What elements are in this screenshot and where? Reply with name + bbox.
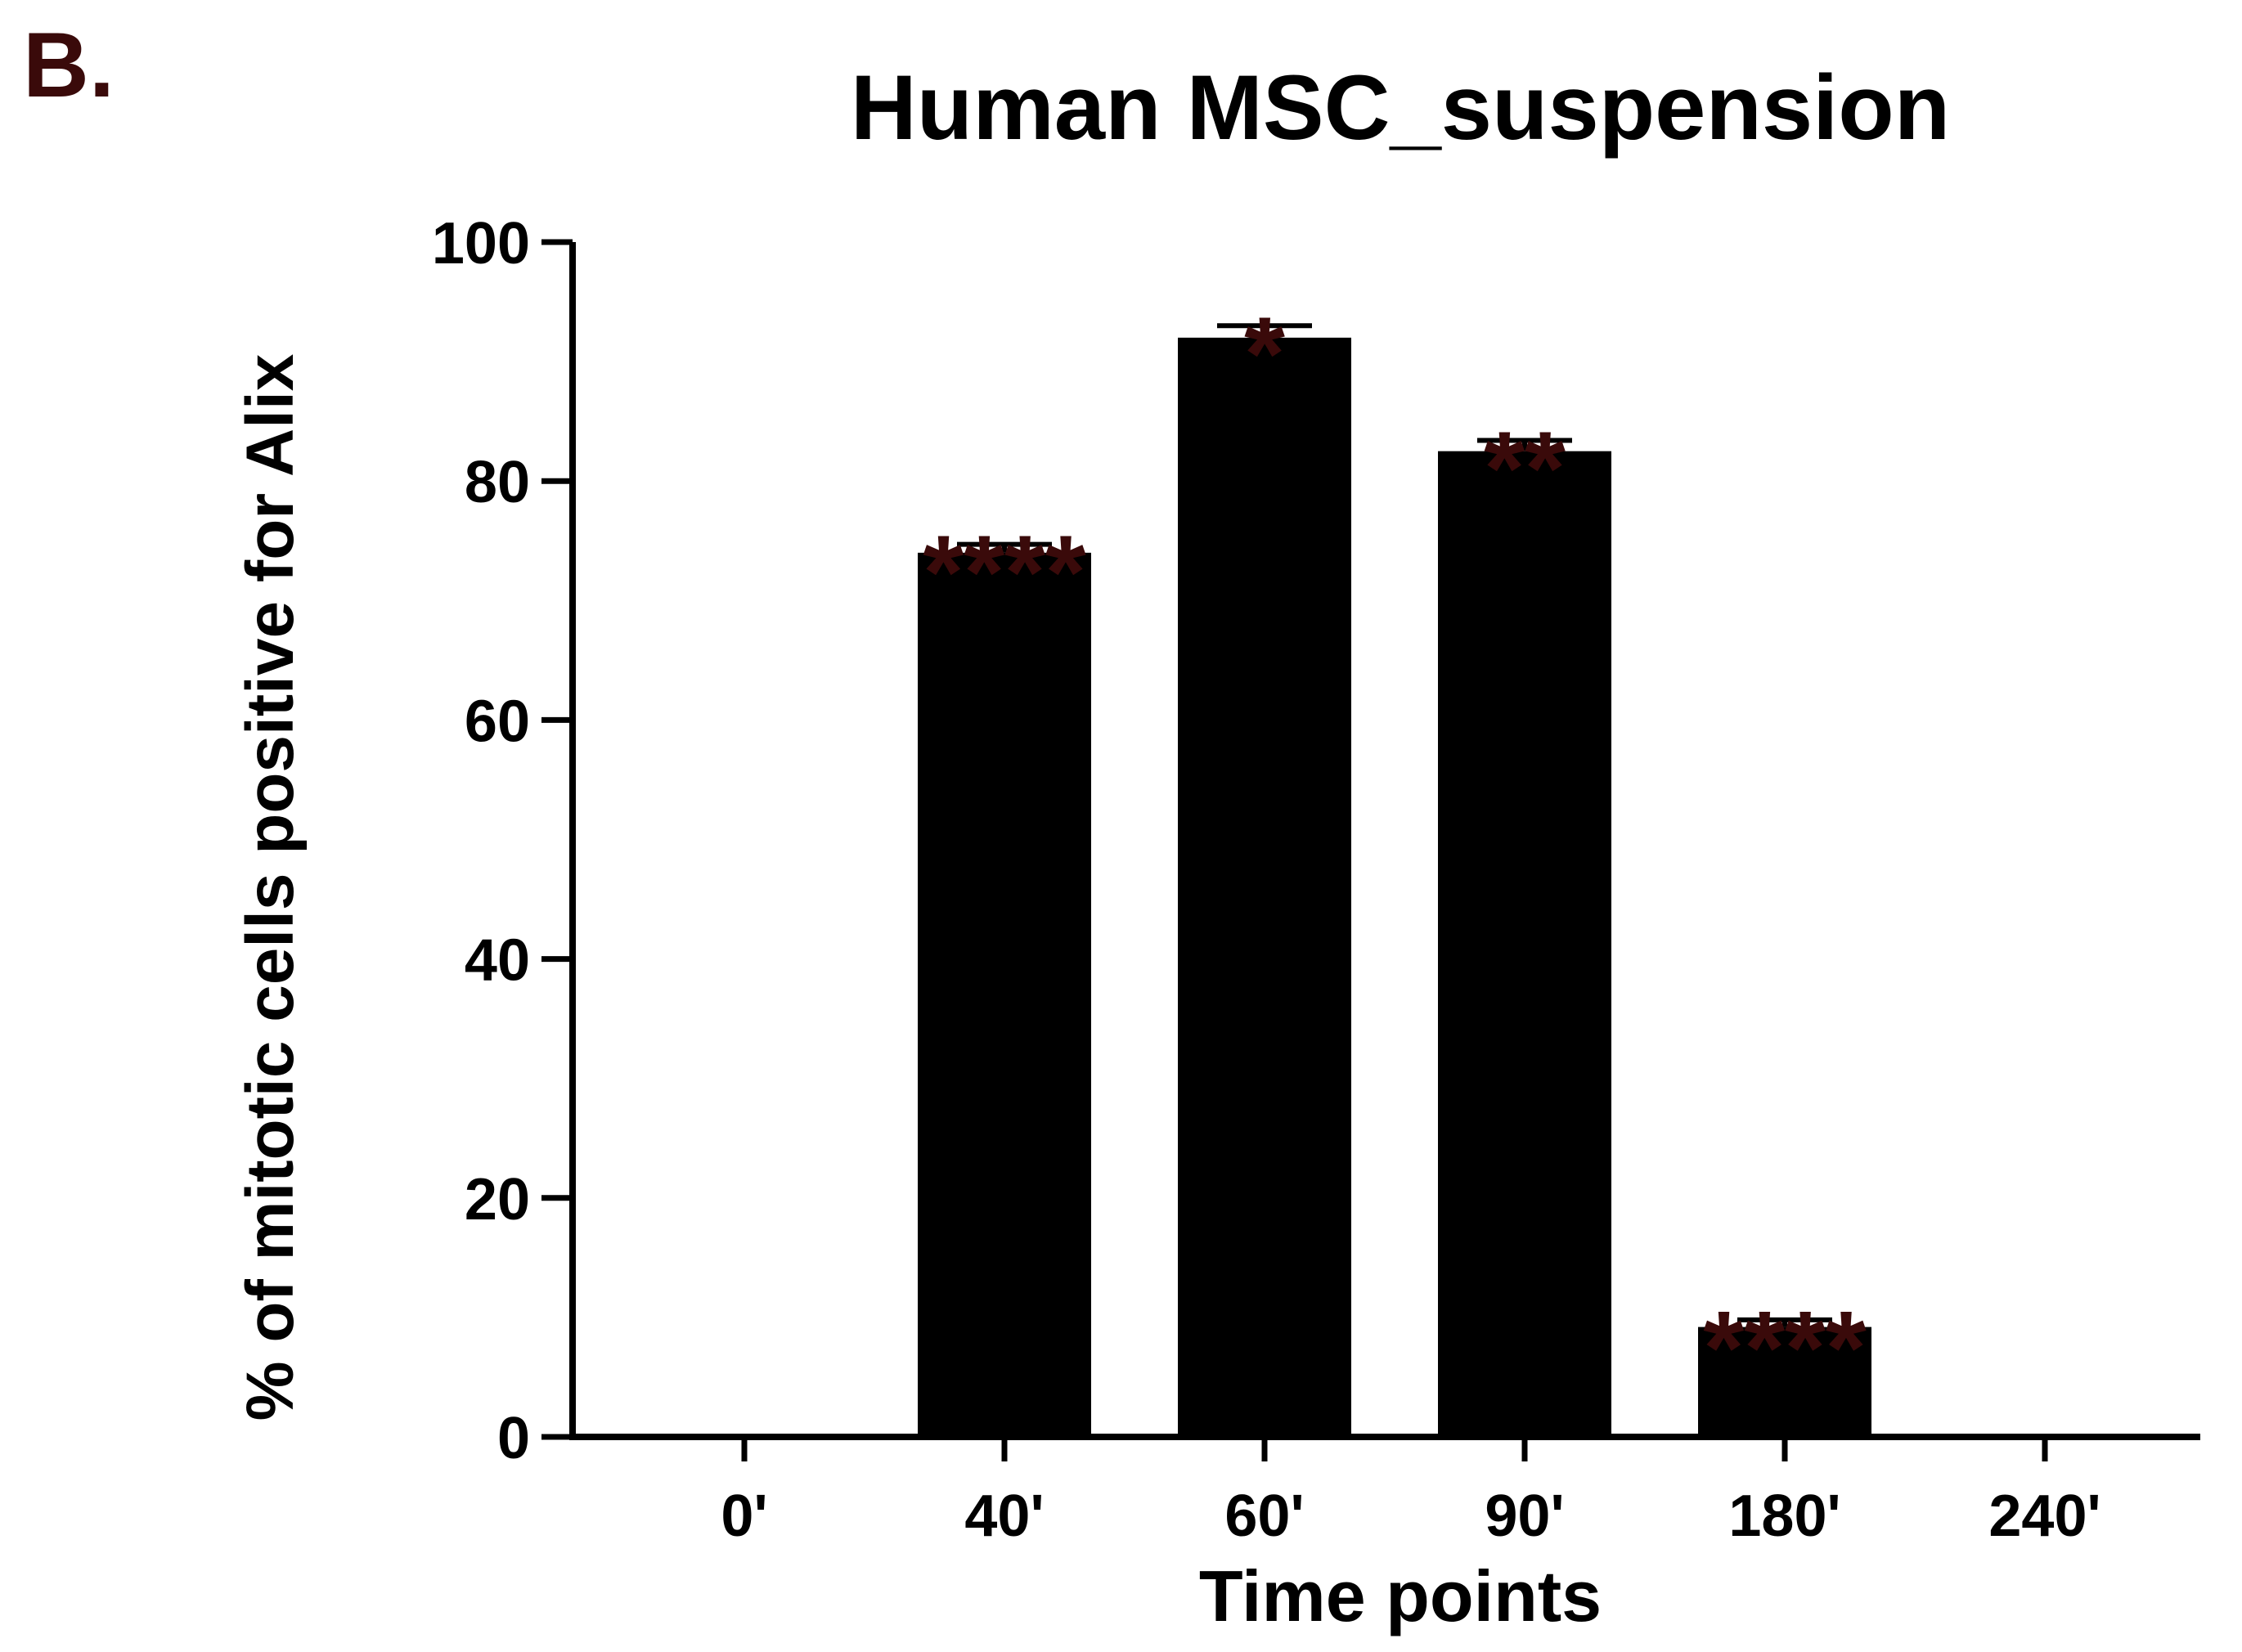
- y-tick-label: 0: [497, 1406, 530, 1471]
- x-ticks: 0' 40' 60' 90' 180' 240': [721, 1437, 2101, 1549]
- bar: [1178, 337, 1351, 1437]
- x-tick-label: 60': [1224, 1484, 1304, 1549]
- y-tick-label: 40: [465, 928, 530, 994]
- x-tick-label: 90': [1485, 1484, 1564, 1549]
- x-axis-label: Time points: [1199, 1555, 1602, 1636]
- x-tick-label: 180': [1728, 1484, 1840, 1549]
- y-tick-label: 60: [465, 689, 530, 754]
- bar: [1438, 451, 1611, 1437]
- y-axis-label: % of mitotic cells positive for Alix: [233, 354, 308, 1421]
- bar: [918, 552, 1091, 1437]
- significance-marker: *: [1244, 295, 1285, 412]
- significance-marker: ****: [923, 514, 1085, 631]
- x-tick-label: 0': [721, 1484, 767, 1549]
- y-tick-label: 20: [465, 1167, 530, 1232]
- y-tick-label: 80: [465, 450, 530, 515]
- panel-label: B.: [23, 14, 115, 116]
- x-tick-label: 240': [1988, 1484, 2100, 1549]
- bars-group: [918, 337, 1871, 1437]
- x-tick-label: 40': [964, 1484, 1044, 1549]
- bar: [1698, 1327, 1871, 1437]
- significance-marker: **: [1484, 411, 1566, 527]
- significance-markers: ***********: [923, 295, 1866, 1407]
- y-ticks: 0 20 40 60 80 100: [432, 211, 573, 1471]
- y-tick-label: 100: [432, 211, 530, 276]
- chart-title: Human MSC_suspension: [851, 56, 1950, 159]
- significance-marker: ****: [1703, 1290, 1866, 1407]
- error-bars-group: [957, 323, 1832, 1327]
